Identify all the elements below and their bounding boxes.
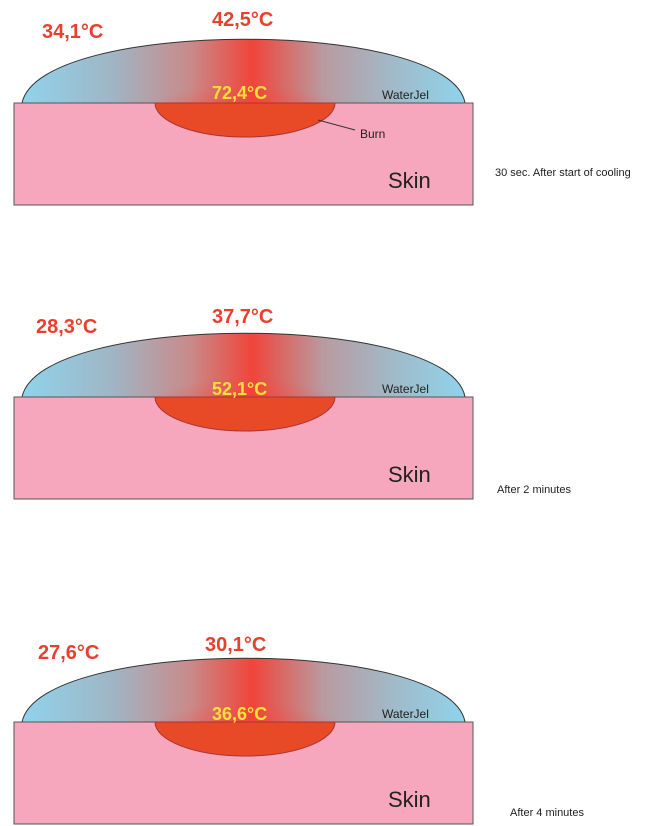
caption: After 2 minutes: [497, 484, 571, 496]
top-temp: 37,7°C: [212, 306, 273, 328]
caption: After 4 minutes: [510, 807, 584, 819]
burn: [154, 721, 336, 757]
caption-box: 30 sec. After start of cooling: [495, 167, 631, 179]
skin-label: Skin: [388, 462, 431, 487]
caption-box: After 4 minutes: [510, 807, 584, 819]
skin-label: Skin: [388, 168, 431, 193]
burn-temp: 72,4°C: [212, 83, 267, 103]
top-temp: 42,5°C: [212, 9, 273, 31]
burn: [154, 102, 336, 138]
edge-temp: 34,1°C: [42, 21, 103, 43]
panel: 72,4°C WaterJel Skin Burn: [13, 35, 474, 206]
gel-label: WaterJel: [382, 88, 429, 102]
burn-pointer: [317, 119, 356, 131]
burn-temp: 52,1°C: [212, 379, 267, 399]
burn-temp: 36,6°C: [212, 704, 267, 724]
gel-label: WaterJel: [382, 382, 429, 396]
top-temp: 30,1°C: [205, 634, 266, 656]
burn-label: Burn: [360, 127, 385, 141]
skin-label: Skin: [388, 787, 431, 812]
caption-box: After 2 minutes: [497, 484, 571, 496]
caption: 30 sec. After start of cooling: [495, 167, 631, 179]
edge-temp: 27,6°C: [38, 642, 99, 664]
panel: 36,6°C WaterJel Skin: [13, 654, 474, 825]
edge-temp: 28,3°C: [36, 316, 97, 338]
panel: 52,1°C WaterJel Skin: [13, 329, 474, 500]
burn: [154, 396, 336, 432]
gel-label: WaterJel: [382, 707, 429, 721]
